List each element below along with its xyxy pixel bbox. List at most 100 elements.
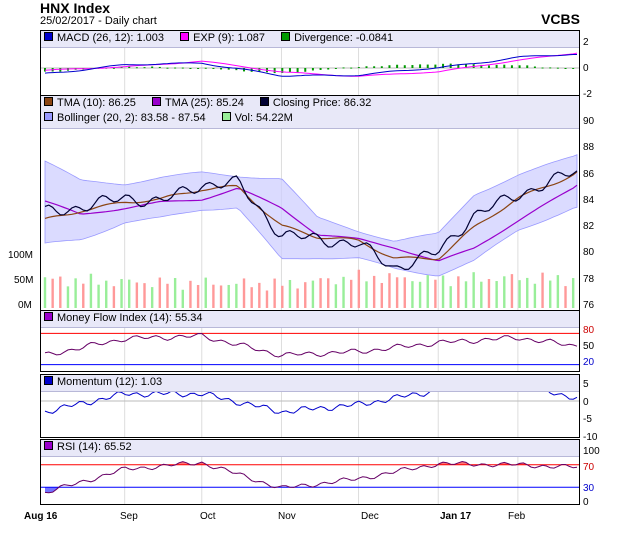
price-tick: 80 bbox=[583, 247, 595, 258]
volume-bar bbox=[43, 277, 47, 308]
x-label-feb: Feb bbox=[508, 511, 526, 522]
divergence-bar bbox=[258, 68, 261, 72]
volume-bar bbox=[564, 286, 567, 308]
price-tick: 88 bbox=[583, 142, 595, 153]
volume-bar bbox=[105, 280, 108, 308]
mfi-panel: Money Flow Index (14): 55.34 bbox=[40, 310, 580, 372]
volume-bar bbox=[380, 282, 384, 308]
volume-bar bbox=[510, 274, 514, 308]
divergence-bar bbox=[442, 63, 445, 68]
volume-bar bbox=[556, 275, 560, 308]
divergence-bar bbox=[480, 64, 483, 68]
volume-bar bbox=[135, 282, 139, 308]
volume-bar bbox=[89, 273, 93, 308]
volume-bar bbox=[518, 280, 521, 308]
volume-bar bbox=[365, 281, 368, 308]
volume-bar bbox=[495, 281, 498, 308]
volume-bar bbox=[311, 280, 315, 308]
x-label-nov: Nov bbox=[278, 511, 296, 522]
divergence-bar bbox=[204, 67, 207, 69]
momentum-legend: Momentum (12): 1.03 bbox=[41, 375, 579, 392]
volume-bar bbox=[426, 275, 429, 308]
volume-bar bbox=[304, 282, 307, 308]
divergence-bar bbox=[342, 67, 345, 69]
volume-bar bbox=[265, 290, 269, 308]
divergence-bar bbox=[419, 64, 422, 68]
mfi-line bbox=[44, 332, 578, 358]
volume-bar bbox=[487, 279, 491, 308]
x-label-jan: Jan 17 bbox=[440, 511, 472, 522]
price-tick: 86 bbox=[583, 169, 595, 180]
divergence-bar bbox=[166, 67, 169, 69]
volume-bar bbox=[403, 277, 406, 308]
divergence-bar bbox=[158, 66, 161, 68]
momentum-panel: Momentum (12): 1.03 bbox=[40, 374, 580, 438]
volume-bar bbox=[411, 281, 414, 308]
chart-title: HNX Index bbox=[40, 0, 111, 16]
mfi-tick: 80 bbox=[583, 325, 595, 336]
divergence-swatch-icon bbox=[281, 32, 291, 41]
rsi-panel: RSI (14): 65.52 bbox=[40, 439, 580, 505]
volume-bar bbox=[288, 279, 292, 308]
divergence-bar bbox=[189, 68, 192, 69]
volume-bar bbox=[242, 278, 246, 308]
divergence-bar bbox=[503, 64, 506, 68]
volume-bar bbox=[189, 280, 192, 308]
divergence-bar bbox=[197, 68, 200, 69]
divergence-bar bbox=[487, 65, 490, 68]
tma25-swatch-icon bbox=[151, 97, 161, 106]
volume-bar bbox=[549, 280, 552, 308]
divergence-bar bbox=[434, 64, 437, 68]
price-tick: 84 bbox=[583, 195, 595, 206]
divergence-bar bbox=[495, 64, 498, 68]
rsi-line bbox=[44, 460, 578, 494]
mfi-plot bbox=[41, 327, 579, 371]
legend-tma25: TMA (25): 85.24 bbox=[151, 96, 244, 111]
divergence-bar bbox=[304, 68, 307, 72]
divergence-bar bbox=[151, 66, 154, 68]
macd-line bbox=[44, 54, 577, 77]
volume-tick: 0M bbox=[18, 300, 32, 311]
volume-bar bbox=[457, 276, 460, 308]
divergence-bar bbox=[59, 68, 62, 72]
volume-bar bbox=[319, 278, 322, 308]
rsi-tick: 70 bbox=[583, 462, 595, 473]
rsi-legend: RSI (14): 65.52 bbox=[41, 440, 579, 457]
brand-label: VCBS bbox=[541, 11, 580, 27]
mfi-swatch-icon bbox=[44, 312, 53, 321]
momentum-tick: 0 bbox=[583, 397, 589, 408]
macd-legend: MACD (26, 12): 1.003 EXP (9): 1.087 Dive… bbox=[41, 31, 579, 48]
volume-bar bbox=[120, 278, 123, 308]
mfi-legend: Money Flow Index (14): 55.34 bbox=[41, 311, 579, 328]
divergence-bar bbox=[556, 67, 559, 69]
divergence-bar bbox=[465, 64, 468, 68]
volume-bar bbox=[526, 277, 529, 308]
volume-bar bbox=[349, 279, 353, 308]
legend-momentum: Momentum (12): 1.03 bbox=[44, 375, 162, 390]
divergence-bar bbox=[311, 68, 314, 71]
divergence-bar bbox=[135, 67, 138, 69]
divergence-bar bbox=[112, 67, 115, 69]
momentum-tick: -10 bbox=[583, 432, 598, 443]
volume-bar bbox=[372, 275, 376, 308]
mfi-tick: 50 bbox=[583, 341, 595, 352]
divergence-bar bbox=[396, 64, 399, 68]
divergence-bar bbox=[212, 68, 215, 69]
divergence-bar bbox=[357, 67, 360, 69]
closing-price-line bbox=[44, 170, 578, 271]
volume-bar bbox=[434, 279, 437, 308]
volume-bar bbox=[418, 281, 422, 308]
volume-bar bbox=[472, 272, 475, 308]
divergence-bar bbox=[564, 68, 567, 69]
divergence-bar bbox=[44, 68, 46, 72]
volume-bar bbox=[258, 282, 261, 308]
rsi-tick: 100 bbox=[583, 446, 600, 457]
volume-bar bbox=[480, 281, 483, 308]
legend-rsi: RSI (14): 65.52 bbox=[44, 440, 132, 455]
exp-line bbox=[44, 52, 578, 77]
price-legend: TMA (10): 86.25 TMA (25): 85.24 Closing … bbox=[41, 96, 579, 129]
exp-swatch-icon bbox=[180, 32, 190, 41]
divergence-bar bbox=[288, 68, 291, 73]
price-tick: 82 bbox=[583, 221, 595, 232]
divergence-bar bbox=[350, 67, 353, 69]
